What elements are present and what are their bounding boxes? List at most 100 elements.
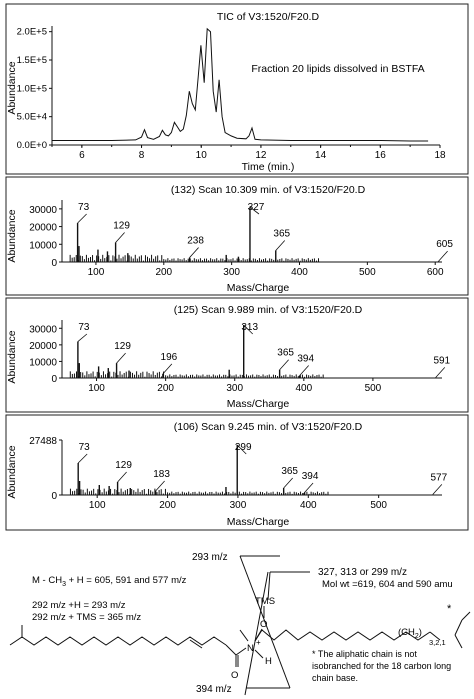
note-line-1: * The aliphatic chain is not: [312, 649, 417, 659]
ms2-x-tick-label: 200: [157, 383, 174, 394]
tic-xlabel: Time (min.): [242, 161, 295, 173]
note-line-2: isobranched for the 18 carbon long: [312, 661, 451, 671]
ms2-x-tick-label: 500: [365, 383, 382, 394]
ms1-y-tick-label: 30000: [29, 205, 57, 216]
ms1-peak-leader: [77, 213, 87, 224]
mol-weight: Mol wt =619, 604 and 590 amu: [322, 579, 453, 590]
ms2-peak-leader: [77, 333, 88, 342]
ms3-peak-leader: [236, 444, 247, 455]
ms3-peak-label: 394: [302, 471, 319, 482]
ms1-peak-label: 365: [273, 228, 290, 239]
ms-panel-1: (132) Scan 10.309 min. of V3:1520/F20.D …: [5, 176, 469, 296]
ms1-peak-leader: [189, 247, 199, 258]
ms2-plot: 100 200 300 400 500 0 10000 20000 30000 73 129 196 3…: [29, 320, 451, 394]
tic-x-tick-label: 16: [375, 150, 387, 161]
tic-y-tick-label: 1.0E+5: [17, 83, 47, 94]
ms2-peak-leader: [243, 324, 253, 335]
ms3-x-tick-label: 200: [159, 500, 176, 511]
tic-title: TIC of V3:1520/F20.D: [217, 11, 320, 23]
nitrogen-label: N: [247, 643, 254, 654]
ms1-y-tick-label: 10000: [29, 240, 57, 251]
ms2-peak-label: 196: [161, 352, 178, 363]
ms2-x-tick-label: 300: [226, 383, 243, 394]
ms2-x-tick-label: 100: [88, 383, 105, 394]
ms3-y-tick-label: 0: [51, 491, 57, 502]
label-293: 293 m/z: [192, 552, 228, 563]
ms1-peak-leader: [249, 206, 260, 215]
frag-cut-line: [239, 555, 291, 689]
tic-tick-labels: 6 8 10 12 14 16 18 0.0E+0 5.0E+4 1.0E+5 1.5E+5 2.0E…: [17, 27, 446, 161]
ms2-peak-label: 129: [114, 341, 131, 352]
label-394: 394 m/z: [196, 684, 232, 695]
ms1-x-tick-label: 200: [155, 267, 172, 278]
ms3-xlabel: Mass/Charge: [227, 516, 290, 528]
ms2-x-tick-label: 400: [295, 383, 312, 394]
asterisk-mark: *: [447, 603, 452, 615]
structure-diagram: 293 m/z 327, 313 or 299 m/z TMS O O N + …: [9, 552, 471, 696]
tms-label: TMS: [255, 596, 275, 607]
carbonyl-oxygen: O: [231, 670, 238, 681]
tic-x-tick-label: 8: [139, 150, 145, 161]
ms2-xlabel: Mass/Charge: [227, 398, 290, 410]
ms1-x-tick-label: 300: [223, 267, 240, 278]
fragment-eq-3: 292 m/z + TMS = 365 m/z: [32, 612, 141, 623]
ms2-peak-leader: [279, 359, 289, 370]
ms3-peak-label: 299: [235, 442, 252, 453]
tic-ylabel: Abundance: [6, 61, 18, 114]
frag-vertical: [267, 571, 271, 601]
ms2-peak-label: 313: [241, 322, 258, 333]
ms2-peak-leader: [162, 363, 173, 375]
ms2-peak-label: 394: [297, 354, 314, 365]
tic-y-tick-label: 5.0E+4: [17, 112, 47, 123]
tic-y-tick-label: 0.0E+0: [17, 140, 47, 151]
ms2-y-tick-label: 30000: [29, 324, 57, 335]
ms-panel-3: (106) Scan 9.245 min. of V3:1520/F20.D A…: [5, 414, 469, 531]
ms3-peak-label: 183: [153, 469, 170, 480]
ms3-peak-label: 129: [115, 460, 132, 471]
ms3-peak-leader: [77, 453, 88, 464]
ms3-y-tick-label: 27488: [29, 436, 57, 447]
sphingoid-chain: [254, 629, 431, 642]
ms1-peak-leader: [275, 240, 286, 251]
ms1-y-tick-label: 20000: [29, 223, 57, 234]
ms3-plot: 100 200 300 400 500 0 27488 73 129 183 299 365 394 57…: [29, 436, 447, 511]
ms3-peak-label: 73: [79, 442, 91, 453]
note-line-3: chain base.: [312, 673, 358, 683]
tic-x-tick-label: 18: [434, 150, 446, 161]
ms3-x-tick-label: 300: [230, 500, 247, 511]
ms1-plot: 100 200 300 400 500 600 0 10000 20000 30000 73 129 2…: [29, 200, 453, 278]
ch2-label: (CH2): [398, 627, 422, 640]
ms1-peak-label: 129: [113, 221, 130, 232]
fragment-eq-2: 292 m/z +H = 293 m/z: [32, 600, 126, 611]
ms2-title: (125) Scan 9.989 min. of V3:1520/F20.D: [174, 304, 363, 316]
ms3-peak-leader: [283, 477, 293, 489]
label-327-313-299: 327, 313 or 299 m/z: [318, 567, 407, 578]
ms1-peak-leader: [115, 232, 125, 243]
tic-y-tick-label: 2.0E+5: [17, 27, 47, 38]
ms2-ylabel: Abundance: [6, 330, 18, 383]
ms1-x-tick-label: 600: [427, 267, 444, 278]
ms2-peak-leader: [299, 365, 309, 376]
tic-y-tick-label: 1.5E+5: [17, 55, 47, 66]
ms3-peak-leader: [303, 482, 314, 494]
ms3-peak-leader: [117, 471, 127, 483]
ms2-peak-label: 73: [78, 322, 90, 333]
ms2-y-tick-label: 20000: [29, 341, 57, 352]
ms1-peak-label: 73: [78, 202, 90, 213]
frag-cut-line-2: [244, 571, 269, 696]
ms3-peak-label: 365: [281, 466, 298, 477]
ms3-x-tick-label: 100: [89, 500, 106, 511]
ms2-y-tick-label: 0: [51, 374, 57, 385]
ms1-peak-label: 605: [436, 239, 453, 250]
tic-x-tick-label: 6: [79, 150, 85, 161]
ms3-x-tick-label: 500: [370, 500, 387, 511]
ms2-peak-leader: [116, 352, 126, 364]
ms1-title: (132) Scan 10.309 min. of V3:1520/F20.D: [171, 184, 366, 196]
ms1-x-tick-label: 400: [291, 267, 308, 278]
ms1-peak-leader: [438, 250, 448, 262]
tic-x-tick-label: 12: [255, 150, 267, 161]
ms3-title: (106) Scan 9.245 min. of V3:1520/F20.D: [174, 421, 363, 433]
ms2-peak-label: 591: [433, 355, 450, 366]
ms-panel-2: (125) Scan 9.989 min. of V3:1520/F20.D A…: [5, 297, 469, 413]
